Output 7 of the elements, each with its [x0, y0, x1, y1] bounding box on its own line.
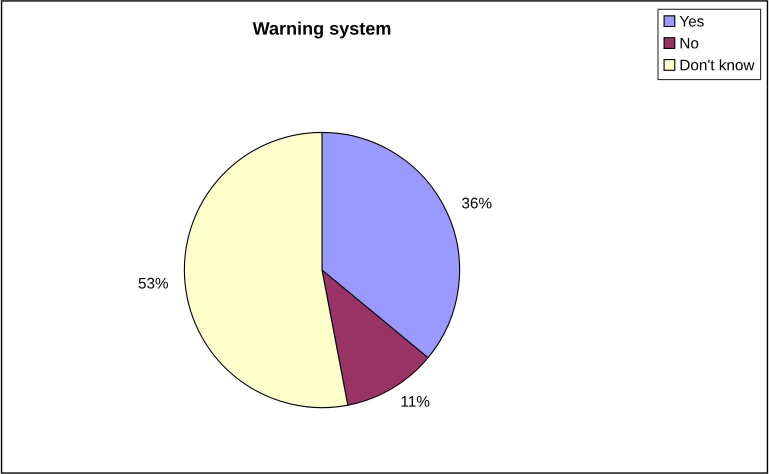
data-label: 53%: [138, 278, 168, 289]
legend-label: Don't know: [680, 59, 754, 70]
data-label: 11%: [402, 396, 430, 407]
legend-label: Yes: [680, 16, 704, 27]
text: Warning system: [252, 22, 390, 38]
data-label: 36%: [462, 198, 492, 208]
legend-label: No: [680, 38, 698, 49]
